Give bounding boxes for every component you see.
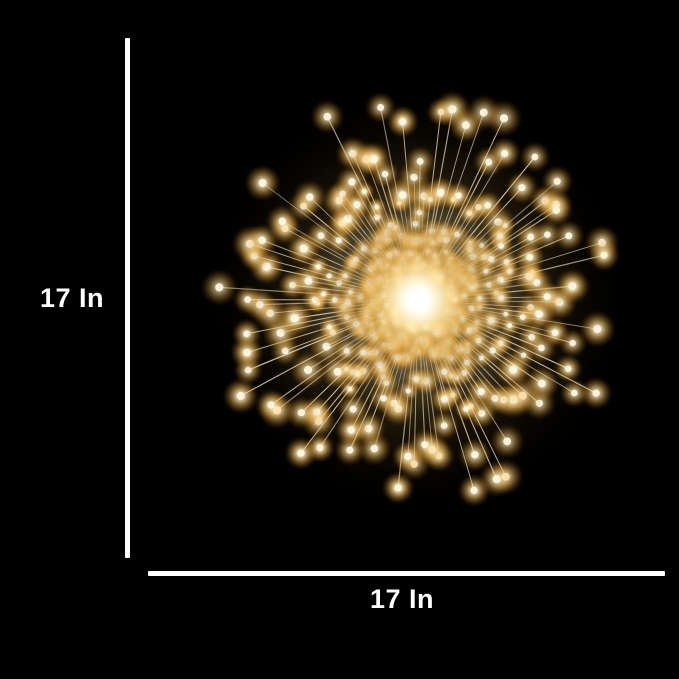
width-measure-line	[148, 571, 665, 576]
center-core	[323, 205, 513, 395]
width-dimension-label: 17 In	[370, 584, 435, 614]
height-dimension-label: 17 In	[40, 283, 105, 313]
height-measure-line	[125, 38, 130, 558]
